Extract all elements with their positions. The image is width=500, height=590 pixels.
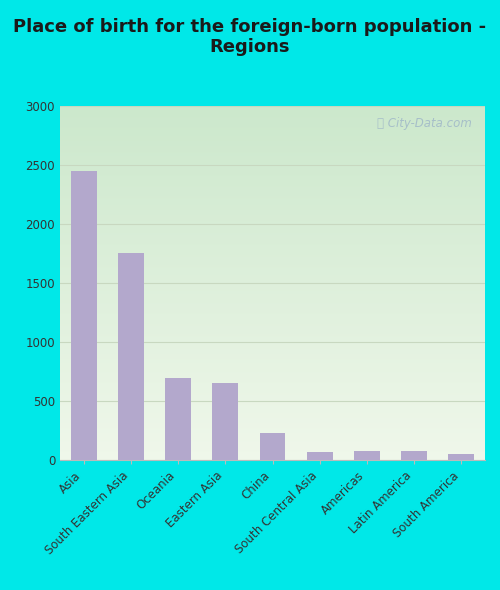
Bar xyxy=(165,378,191,460)
Bar xyxy=(306,452,332,460)
Bar xyxy=(212,384,238,460)
Bar xyxy=(260,433,285,460)
Bar xyxy=(70,171,97,460)
Bar xyxy=(118,253,144,460)
Bar xyxy=(354,451,380,460)
Text: ⓘ City-Data.com: ⓘ City-Data.com xyxy=(378,117,472,130)
Bar xyxy=(401,451,427,460)
Bar xyxy=(448,454,474,460)
Text: Place of birth for the foreign-born population -
Regions: Place of birth for the foreign-born popu… xyxy=(14,18,486,57)
